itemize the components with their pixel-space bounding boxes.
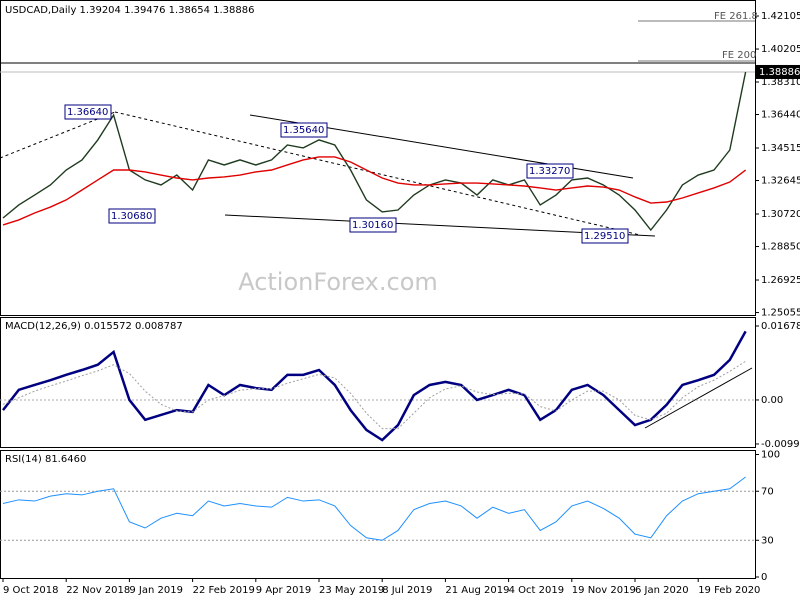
annotation: 1.30680: [111, 211, 152, 222]
series-line: [2, 360, 746, 430]
x-tick-label: 22 Nov 2018: [66, 585, 130, 596]
y-tick-label: 1.30720: [761, 209, 800, 220]
price-title: USDCAD,Daily 1.39204 1.39476 1.38654 1.3…: [5, 5, 255, 16]
price-tag: [756, 64, 800, 79]
x-tick-label: 19 Feb 2020: [698, 585, 760, 596]
annotation-box: [280, 122, 328, 138]
y-tick-label: 0.016789: [761, 321, 800, 332]
x-tick-label: 9 Apr 2019: [256, 585, 311, 596]
trend-line: [644, 367, 753, 429]
annotation-box: [349, 217, 397, 233]
annotation: 1.29510: [584, 231, 625, 242]
trend-line: [0, 111, 116, 159]
macd-panel: [0, 317, 756, 448]
series-line: [2, 330, 747, 442]
y-tick-label: 1.36440: [761, 110, 800, 121]
watermark: ActionForex.com: [238, 268, 438, 296]
y-tick-label: 1.38310: [761, 77, 800, 88]
rsi-title: RSI(14) 81.6460: [5, 454, 86, 465]
y-tick-label: 30: [761, 535, 774, 546]
y-tick-label: -0.009989: [761, 439, 800, 450]
annotation-box: [64, 104, 112, 120]
annotation: FE 261.8: [714, 11, 758, 22]
annotation-box: [581, 228, 629, 244]
x-tick-label: 6 Jan 2020: [635, 585, 689, 596]
y-tick-label: 0: [761, 572, 767, 583]
annotation: 1.33270: [529, 166, 570, 177]
annotation: 1.36640: [67, 107, 108, 118]
annotation-box: [108, 208, 156, 224]
x-tick-label: 9 Jan 2019: [129, 585, 183, 596]
y-tick-label: 1.42105: [761, 11, 800, 22]
x-tick-label: 8 Jul 2019: [382, 585, 432, 596]
x-tick-label: 22 Feb 2019: [193, 585, 255, 596]
price-tag-label: 1.38886: [759, 67, 800, 78]
macd-title: MACD(12,26,9) 0.015572 0.008787: [5, 321, 183, 332]
y-tick-label: 1.26925: [761, 275, 800, 286]
y-tick-label: 1.32645: [761, 176, 800, 187]
y-tick-label: 70: [761, 486, 774, 497]
y-tick-label: 1.34515: [761, 143, 800, 154]
x-tick-label: 4 Oct 2019: [509, 585, 564, 596]
x-tick-label: 23 May 2019: [319, 585, 384, 596]
annotation-box: [526, 163, 574, 179]
series-line: [2, 156, 747, 226]
y-tick-label: 1.28850: [761, 242, 800, 253]
y-tick-label: 100: [761, 450, 780, 461]
rsi-panel: [0, 450, 756, 579]
y-tick-label: 1.40205: [761, 44, 800, 55]
annotation: 1.35640: [283, 125, 324, 136]
series-line: [2, 71, 747, 232]
series-line: [2, 476, 746, 541]
y-tick-label: 1.25055: [761, 308, 800, 319]
x-tick-label: 19 Nov 2019: [572, 585, 636, 596]
annotation: 1.30160: [352, 220, 393, 231]
annotation: FE 200: [722, 50, 756, 61]
y-tick-label: 0.00: [761, 395, 783, 406]
x-tick-label: 21 Aug 2019: [445, 585, 509, 596]
x-tick-label: 9 Oct 2018: [3, 585, 58, 596]
